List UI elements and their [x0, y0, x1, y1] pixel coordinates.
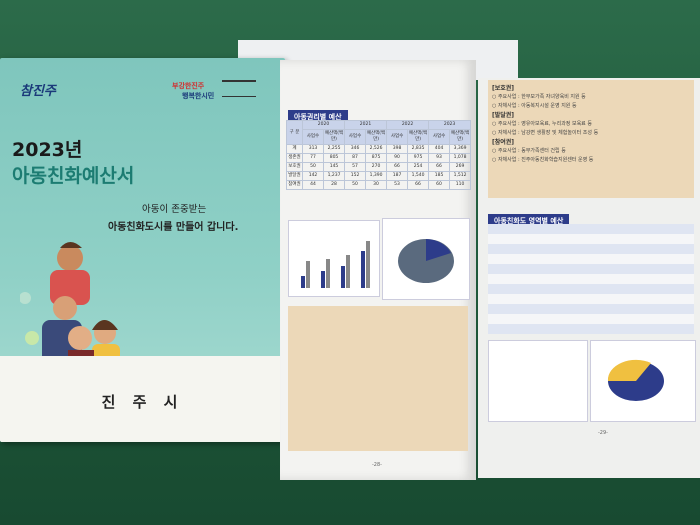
header-year: 2023: [428, 120, 472, 130]
cell: 50: [344, 180, 367, 190]
category-line: ○ 자체사업 : 남강변 생활장 및 체험놀이터 조성 등: [492, 130, 599, 136]
cover-subtitle-1: 아동이 존중받는: [142, 204, 207, 215]
cell: 346: [344, 144, 367, 154]
cell: 313: [302, 144, 324, 154]
cell: 805: [322, 153, 346, 163]
row-label: 발달권: [286, 171, 303, 181]
cell: 269: [449, 162, 472, 172]
header-year: 2022: [386, 120, 430, 130]
table-row: 참여권 44 28 50 30 53 66 60 110: [286, 180, 472, 190]
cell: 1,237: [322, 171, 346, 181]
bar-chart-figure: [288, 220, 380, 297]
table-row: 보호권 50 145 57 270 66 254 66 269: [286, 162, 472, 172]
pie-chart: [398, 239, 454, 283]
category-title: [참여권]: [492, 139, 515, 146]
cell: 93: [428, 153, 451, 163]
cell: 60: [428, 180, 451, 190]
table-row: 발달권 142 1,237 152 1,390 187 1,540 185 1,512: [286, 171, 472, 181]
horizontal-bar-chart: [488, 340, 588, 422]
row-label: 생존권: [286, 153, 303, 163]
table-row: 생존권 77 805 87 875 90 975 93 1,078: [286, 153, 472, 163]
rights-budget-table: 구 분 2020 2021 2022 2023 사업수 예산액(백만) 사업수 예산액…: [286, 120, 472, 190]
page-number: -28-: [372, 462, 382, 468]
table-row: 계 313 2,255 346 2,526 398 2,835 404 3,369: [286, 144, 472, 154]
slogan-line1: 부강한진주: [172, 82, 205, 90]
subheader: 예산액(백만): [322, 129, 346, 145]
category-line: ○ 자체사업 : 진주아동친화학습지원센터 운영 등: [492, 157, 594, 163]
cell: 50: [302, 162, 324, 172]
cell: 254: [407, 162, 430, 172]
city-logo: 참진주: [20, 84, 56, 99]
domain-budget-table: [488, 224, 694, 334]
category-line: ○ 자체사업 : 아동복지시설 운영 지원 등: [492, 103, 577, 109]
row-label: 보호권: [286, 162, 303, 172]
cell: 30: [365, 180, 388, 190]
subheader: 사업수: [302, 129, 324, 145]
building-emblem-icon: [222, 80, 256, 97]
subheader: 사업수: [386, 129, 409, 145]
cell: 90: [386, 153, 409, 163]
pie-chart: [607, 359, 664, 401]
cell: 53: [386, 180, 409, 190]
cell: 1,078: [449, 153, 472, 163]
category-title: [보호권]: [492, 85, 515, 92]
cell: 66: [386, 162, 409, 172]
row-label: 계: [286, 144, 303, 154]
cell: 185: [428, 171, 451, 181]
header-category: 구 분: [286, 120, 303, 145]
subheader: 예산액(백만): [365, 129, 388, 145]
cell: 975: [407, 153, 430, 163]
cell: 1,540: [407, 171, 430, 181]
cell: 404: [428, 144, 451, 154]
cell: 66: [428, 162, 451, 172]
cell: 66: [407, 180, 430, 190]
cell: 187: [386, 171, 409, 181]
cover-title: 아동친화예산서: [12, 165, 135, 187]
header-year: 2021: [344, 120, 388, 130]
cell: 142: [302, 171, 324, 181]
left-page: 아동권리별 예산 구 분 2020 2021 2022 2023 사업수 예산액(…: [280, 60, 476, 480]
category-title: [발달권]: [492, 112, 515, 119]
cell: 1,512: [449, 171, 472, 181]
cell: 3,369: [449, 144, 472, 154]
category-line: ○ 주요사업 : 한부모가족 자녀양육비 지원 등: [492, 94, 586, 100]
slogan-line2: 행복한시민: [182, 92, 215, 100]
cell: 398: [386, 144, 409, 154]
cell: 270: [365, 162, 388, 172]
publisher: 진 주 시: [101, 393, 184, 411]
bar-chart: [301, 241, 370, 288]
cover-footer: [0, 356, 285, 442]
row-label: 참여권: [286, 180, 303, 190]
subheader: 사업수: [344, 129, 367, 145]
cell: 875: [365, 153, 388, 163]
rights-description-box: [보호권] ○ 주요사업 : 한부모가족 자녀양육비 지원 등 ○ 자체사업 : 아…: [488, 80, 694, 198]
category-line: ○ 주요사업 : 동부가족센터 건립 등: [492, 148, 566, 154]
cell: 28: [322, 180, 346, 190]
cell: 2,835: [407, 144, 430, 154]
subheader: 예산액(백만): [449, 129, 472, 145]
cell: 57: [344, 162, 367, 172]
cell: 110: [449, 180, 472, 190]
cell: 2,526: [365, 144, 388, 154]
cell: 145: [322, 162, 346, 172]
subheader: 예산액(백만): [407, 129, 430, 145]
cell: 1,390: [365, 171, 388, 181]
pie-chart-figure: [382, 218, 470, 300]
text-box: [288, 306, 468, 451]
category-line: ○ 주요사업 : 영유아보육료, 누리과정 보육료 등: [492, 121, 592, 127]
page-number: -29-: [598, 430, 608, 436]
booklet-cover: 참진주 부강한진주 행복한시민 2023년 아동친화예산서 아동이 존중받는 아…: [0, 58, 285, 442]
cell: 152: [344, 171, 367, 181]
header-year: 2020: [301, 120, 346, 130]
cell: 2,255: [322, 144, 346, 154]
subheader: 사업수: [428, 129, 451, 145]
cover-year: 2023년: [12, 139, 83, 161]
right-page: [보호권] ○ 주요사업 : 한부모가족 자녀양육비 지원 등 ○ 자체사업 : 아…: [478, 78, 700, 478]
cell: 87: [344, 153, 367, 163]
domain-pie-chart: [590, 340, 696, 422]
cover-subtitle-2: 아동친화도시를 만들어 갑니다.: [108, 222, 239, 233]
cell: 77: [302, 153, 324, 163]
cell: 44: [302, 180, 324, 190]
